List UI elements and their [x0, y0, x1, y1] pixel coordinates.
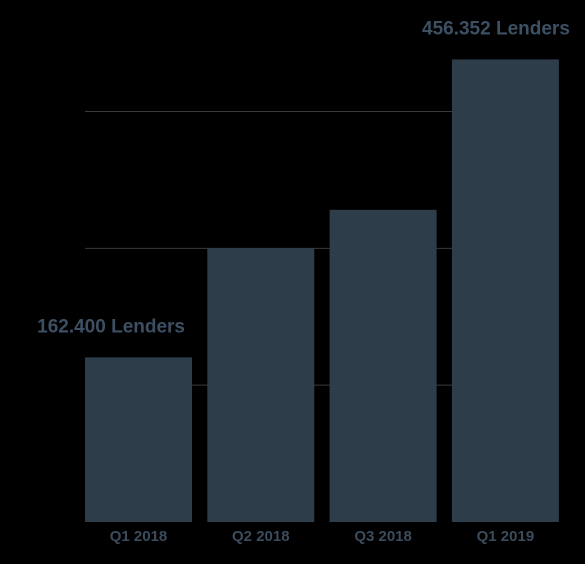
- bar: [451, 59, 559, 522]
- bar: [85, 357, 192, 522]
- x-tick-label: Q3 2018: [354, 528, 412, 545]
- bar: [207, 248, 315, 523]
- value-label: 162.400 Lenders: [37, 316, 185, 337]
- x-tick-label: Q1 2019: [477, 528, 535, 545]
- x-tick-label: Q1 2018: [110, 528, 168, 545]
- bar: [329, 209, 437, 522]
- x-tick-label: Q2 2018: [232, 528, 290, 545]
- value-label: 456.352 Lenders: [422, 18, 570, 39]
